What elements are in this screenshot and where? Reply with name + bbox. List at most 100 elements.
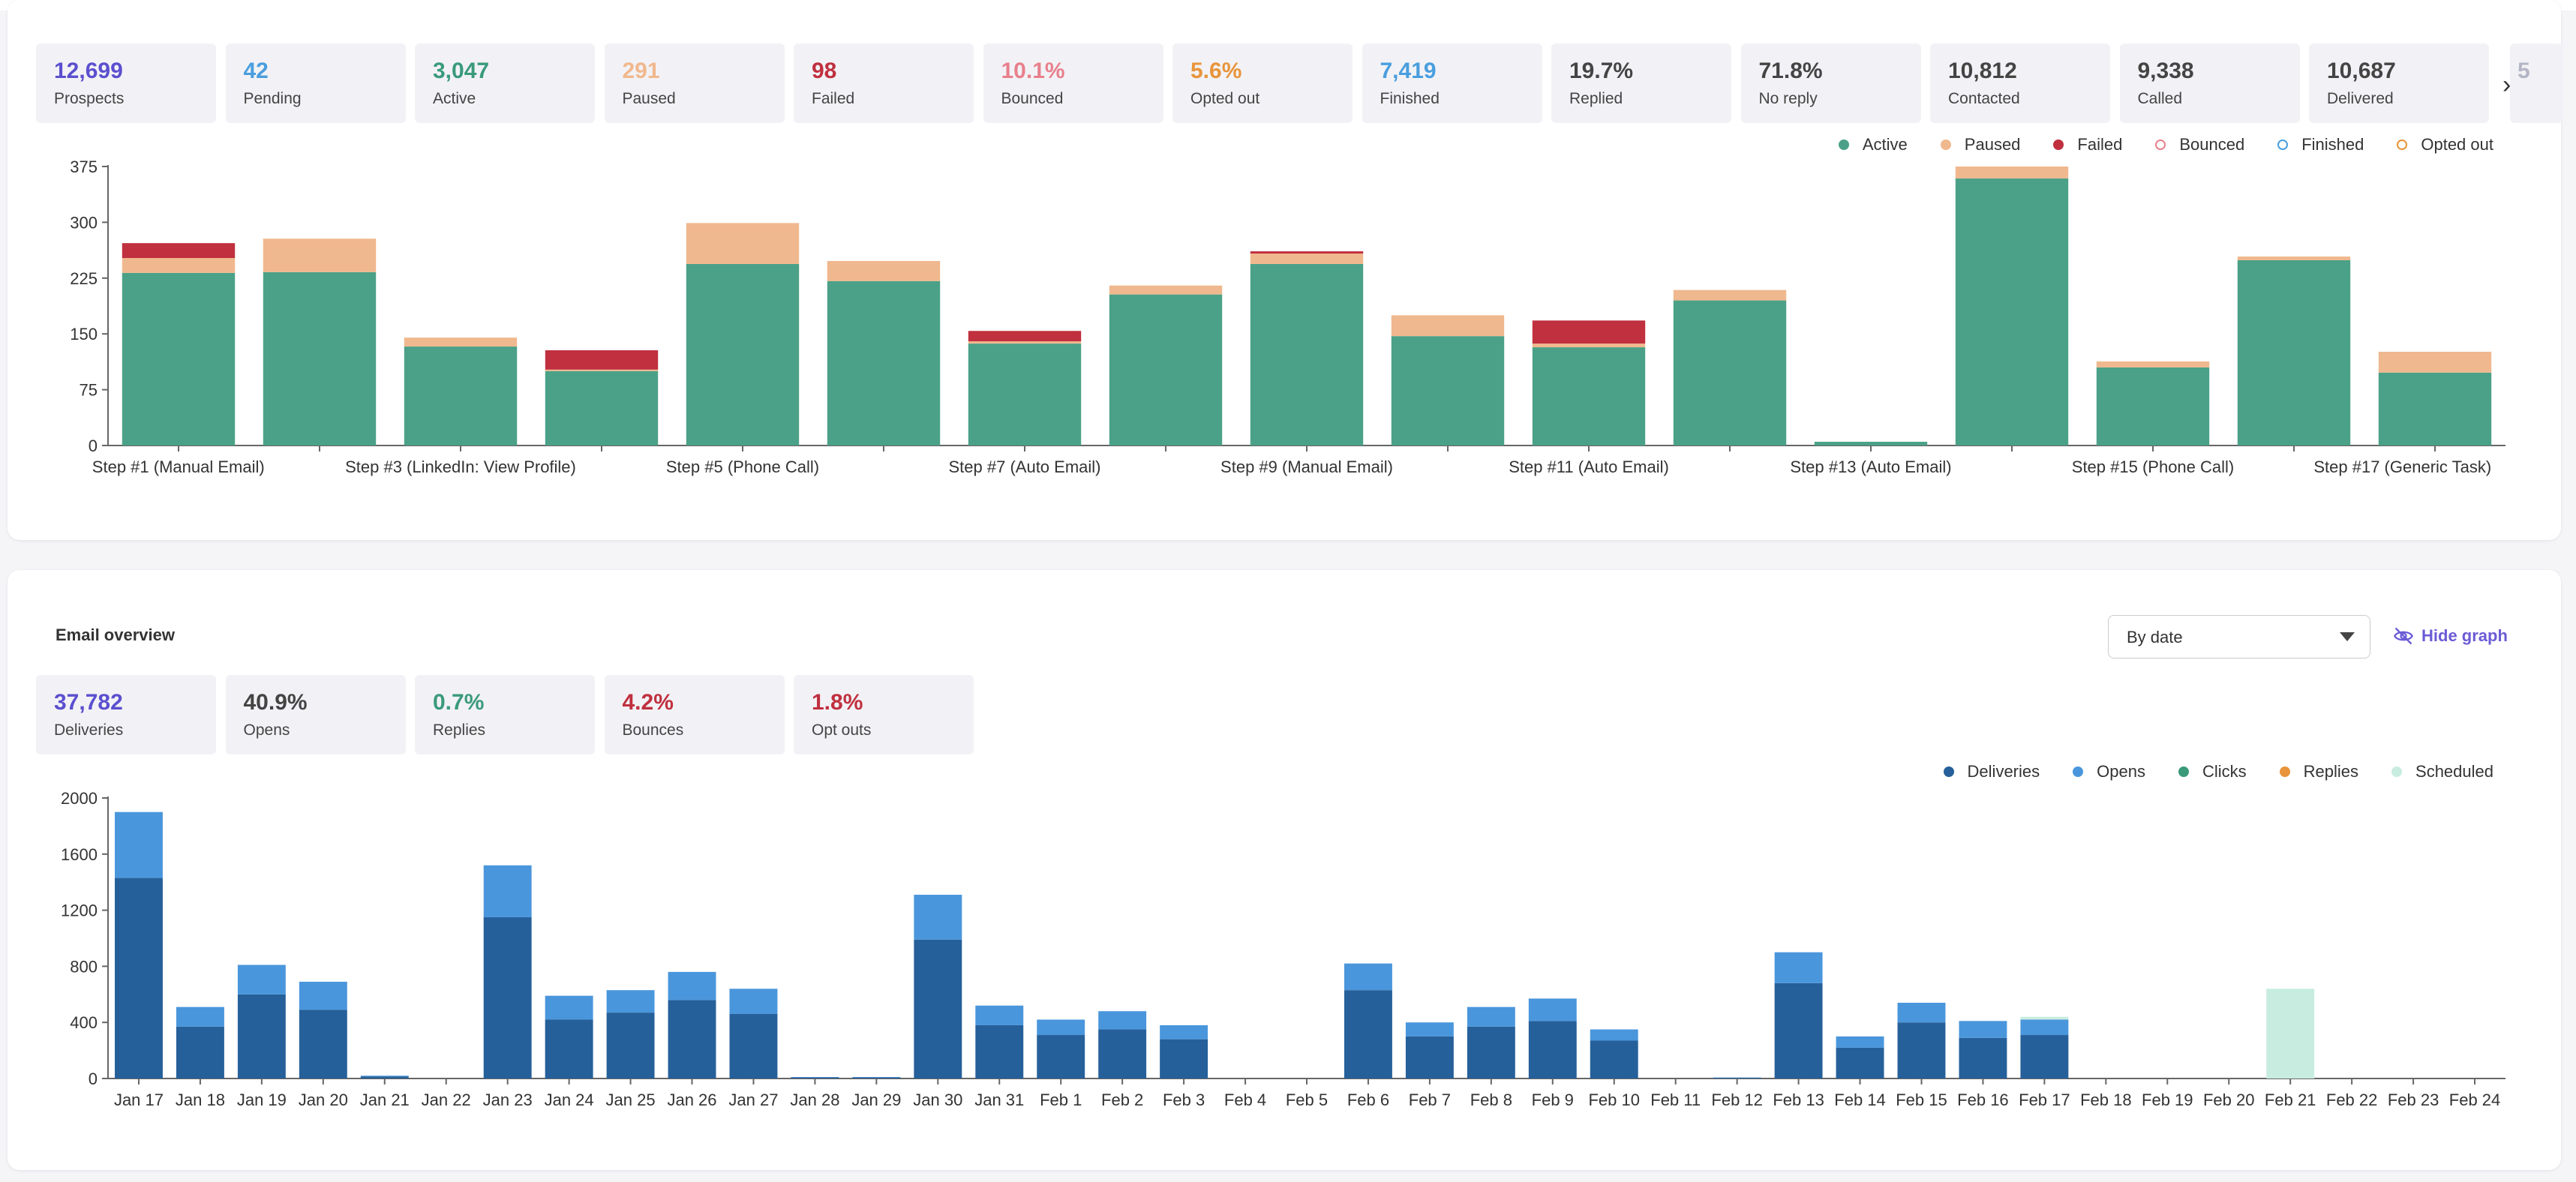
bar-opens[interactable] (237, 964, 286, 994)
bar-deliveries[interactable] (1774, 982, 1823, 1078)
bar-failed[interactable] (1250, 251, 1364, 254)
bar-active[interactable] (968, 344, 1082, 446)
bar-deliveries[interactable] (1467, 1026, 1515, 1078)
legend-item-failed[interactable]: Failed (2053, 135, 2122, 154)
stat-card-failed[interactable]: 98 Failed (794, 44, 974, 123)
bar-opens[interactable] (2020, 1019, 2069, 1036)
bar-opens[interactable] (1774, 952, 1823, 983)
bar-active[interactable] (1532, 347, 1646, 446)
chevron-right-icon[interactable]: › (2502, 70, 2511, 99)
stat-card-deliveries[interactable]: 37,782 Deliveries (36, 675, 216, 754)
stat-card-paused[interactable]: 291 Paused (604, 44, 785, 123)
bar-scheduled[interactable] (2266, 988, 2315, 1078)
bar-opens[interactable] (1590, 1029, 1638, 1041)
bar-deliveries[interactable] (1098, 1029, 1147, 1078)
stat-card-opted-out[interactable]: 5.6% Opted out (1172, 44, 1353, 123)
bar-active[interactable] (122, 272, 236, 446)
bar-deliveries[interactable] (1160, 1039, 1208, 1078)
bar-active[interactable] (1250, 263, 1364, 446)
bar-active[interactable] (1814, 442, 1928, 446)
bar-deliveries[interactable] (176, 1026, 224, 1078)
bar-opens[interactable] (1344, 963, 1392, 991)
legend-item-opens[interactable]: Opens (2073, 762, 2145, 782)
legend-item-active[interactable]: Active (1838, 135, 1908, 154)
bar-opens[interactable] (1897, 1003, 1946, 1023)
bar-deliveries[interactable] (360, 1076, 409, 1078)
bar-paused[interactable] (545, 369, 659, 371)
bar-paused[interactable] (2237, 256, 2351, 260)
bar-active[interactable] (2237, 260, 2351, 446)
legend-item-opted-out[interactable]: Opted out (2397, 135, 2493, 154)
bar-opens[interactable] (1405, 1022, 1454, 1036)
bar-opens[interactable] (668, 971, 716, 1000)
bar-deliveries[interactable] (1344, 990, 1392, 1078)
bar-failed[interactable] (545, 350, 659, 370)
legend-item-replies[interactable]: Replies (2279, 762, 2358, 782)
bar-paused[interactable] (1109, 285, 1223, 295)
bar-opens[interactable] (1959, 1021, 2007, 1038)
bar-paused[interactable] (1250, 254, 1364, 264)
bar-deliveries[interactable] (483, 916, 532, 1078)
bar-paused[interactable] (1955, 166, 2069, 178)
bar-active[interactable] (2378, 372, 2492, 446)
stat-card-no-reply[interactable]: 71.8% No reply (1740, 44, 1921, 123)
bar-scheduled[interactable] (2020, 1016, 2069, 1020)
bar-paused[interactable] (1673, 290, 1787, 301)
bar-active[interactable] (1391, 336, 1505, 446)
bar-paused[interactable] (263, 238, 377, 272)
bar-failed[interactable] (122, 243, 236, 259)
bar-deliveries[interactable] (1897, 1022, 1946, 1078)
bar-deliveries[interactable] (729, 1013, 778, 1078)
bar-active[interactable] (1673, 300, 1787, 446)
legend-item-finished[interactable]: Finished (2277, 135, 2364, 154)
stat-card-replies[interactable]: 0.7% Replies (415, 675, 595, 754)
stat-card-pending[interactable]: 42 Pending (225, 44, 406, 123)
bar-paused[interactable] (827, 260, 941, 281)
bar-paused[interactable] (1532, 344, 1646, 348)
bar-opens[interactable] (914, 895, 962, 940)
stat-card-contacted[interactable]: 10,812 Contacted (1930, 44, 2110, 123)
bar-opens[interactable] (729, 988, 778, 1014)
bar-opens[interactable] (975, 1005, 1024, 1025)
bar-paused[interactable] (2378, 352, 2492, 373)
bar-active[interactable] (1955, 178, 2069, 446)
stat-card-active[interactable]: 3,047 Active (415, 44, 595, 123)
bar-paused[interactable] (122, 258, 236, 273)
bar-failed[interactable] (968, 331, 1082, 342)
bar-deliveries[interactable] (1590, 1040, 1638, 1078)
bar-deliveries[interactable] (1528, 1021, 1577, 1078)
bar-deliveries[interactable] (975, 1024, 1024, 1078)
bar-active[interactable] (545, 370, 659, 446)
bar-opens[interactable] (1037, 1019, 1085, 1036)
bar-active[interactable] (686, 263, 800, 446)
stat-card-called[interactable]: 9,338 Called (2119, 44, 2300, 123)
legend-item-bounced[interactable]: Bounced (2155, 135, 2244, 154)
bar-opens[interactable] (299, 981, 347, 1010)
stat-card-delivered[interactable]: 10,687 Delivered (2309, 44, 2489, 123)
bar-deliveries[interactable] (1836, 1047, 1884, 1078)
bar-active[interactable] (263, 272, 377, 446)
bar-deliveries[interactable] (1959, 1037, 2007, 1078)
stat-card-bounced[interactable]: 10.1% Bounced (983, 44, 1163, 123)
bar-deliveries[interactable] (237, 994, 286, 1078)
bar-opens[interactable] (483, 865, 532, 917)
legend-item-scheduled[interactable]: Scheduled (2391, 762, 2493, 782)
bar-opens[interactable] (176, 1006, 224, 1027)
bar-active[interactable] (1109, 294, 1223, 446)
bar-deliveries[interactable] (545, 1019, 593, 1078)
bar-paused[interactable] (686, 223, 800, 264)
hide-graph-button[interactable]: Hide graph (2393, 626, 2508, 646)
bar-deliveries[interactable] (1405, 1036, 1454, 1078)
bar-deliveries[interactable] (299, 1010, 347, 1078)
stat-card-prospects[interactable]: 12,699 Prospects (36, 44, 216, 123)
date-grouping-select[interactable]: By date (2108, 615, 2370, 658)
stat-card-replied[interactable]: 19.7% Replied (1551, 44, 1731, 123)
bar-opens[interactable] (1467, 1006, 1515, 1027)
stat-card-opens[interactable]: 40.9% Opens (225, 675, 406, 754)
bar-active[interactable] (2096, 367, 2210, 446)
bar-failed[interactable] (1532, 320, 1646, 344)
stat-card-finished[interactable]: 7,419 Finished (1362, 44, 1542, 123)
bar-active[interactable] (404, 346, 518, 446)
legend-item-deliveries[interactable]: Deliveries (1943, 762, 2040, 782)
bar-paused[interactable] (2096, 361, 2210, 368)
